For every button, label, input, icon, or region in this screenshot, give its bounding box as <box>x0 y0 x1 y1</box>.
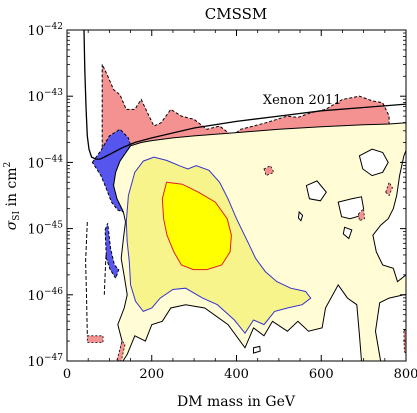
x-tick-label: 600 <box>309 367 334 382</box>
white-hole-6 <box>358 148 389 177</box>
xenon-2011-label: Xenon 2011 <box>263 93 342 108</box>
region-blue-strip <box>104 223 120 280</box>
contour-holes <box>253 148 406 361</box>
pink-patch-1 <box>358 207 365 222</box>
x-tick-label: 800 <box>394 367 417 382</box>
chart-title: CMSSM <box>205 5 267 23</box>
white-hole-1 <box>297 210 304 222</box>
white-hole-0 <box>305 180 327 202</box>
region-yellow-core <box>161 181 232 271</box>
plot-area <box>83 30 406 361</box>
dashed-line-1 <box>103 255 107 295</box>
xenon-2011-limit-line <box>83 30 406 160</box>
white-hole-5 <box>372 150 406 283</box>
x-tick-label: 400 <box>224 367 249 382</box>
contour-lines <box>85 221 107 335</box>
x-tick-label: 0 <box>63 367 71 382</box>
white-hole-3 <box>342 226 353 240</box>
y-tick-label: 10−45 <box>27 221 63 238</box>
contour-regions <box>91 64 406 361</box>
svg-text:σSI in cm2: σSI in cm2 <box>3 162 22 231</box>
y-axis-label: σSI in cm2 <box>3 162 22 231</box>
y-axis-label-superscript: 2 <box>3 162 13 168</box>
y-axis-label-text: in cm <box>4 167 20 211</box>
pink-patch-5 <box>385 181 393 197</box>
pink-patch-2 <box>86 335 104 343</box>
y-axis: 10−47 10−46 10−45 10−44 10−43 10−42 <box>27 22 406 370</box>
y-tick-label: 10−42 <box>27 22 63 39</box>
x-axis: 0 200 400 600 800 <box>63 30 417 382</box>
y-tick-label: 10−47 <box>27 353 63 370</box>
x-tick-label: 200 <box>139 367 164 382</box>
pink-patch-3 <box>116 340 126 361</box>
white-hole-7 <box>374 294 406 361</box>
y-tick-label: 10−44 <box>27 154 63 171</box>
y-axis-label-symbol: σ <box>4 220 20 230</box>
pink-patch-0 <box>263 165 275 177</box>
y-axis-label-subscript: SI <box>12 211 22 221</box>
y-tick-label: 10−43 <box>27 88 63 105</box>
x-axis-label: DM mass in GeV <box>177 394 296 410</box>
dashed-line-0 <box>85 221 88 335</box>
y-tick-label: 10−46 <box>27 287 63 304</box>
white-hole-4 <box>253 345 261 354</box>
